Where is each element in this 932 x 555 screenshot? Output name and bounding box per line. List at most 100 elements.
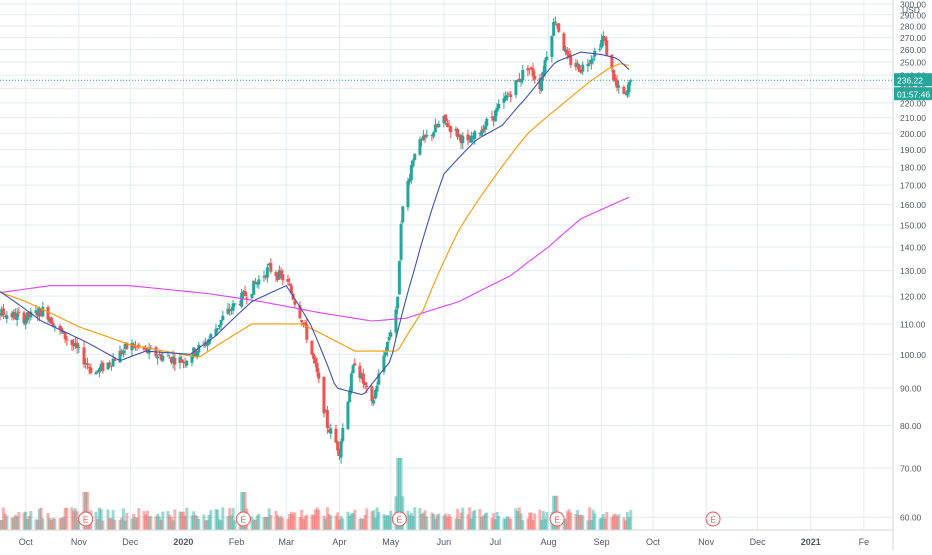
candle-body	[461, 135, 465, 144]
candle-body	[421, 135, 425, 141]
candle-body	[135, 346, 139, 348]
volume-bar	[207, 514, 211, 530]
volume-bar	[233, 520, 237, 530]
candle-body	[601, 36, 605, 41]
candle-body	[120, 350, 124, 355]
candle-body	[156, 356, 160, 359]
candle-body	[406, 180, 410, 208]
volume-bar	[60, 517, 64, 530]
volume-bar	[274, 510, 278, 530]
volume-bar	[169, 517, 173, 530]
candle-body	[202, 342, 206, 344]
candle-body	[281, 274, 285, 281]
candle-body	[564, 49, 568, 52]
y-tick-label: 220.00	[900, 98, 926, 108]
candle-body	[504, 95, 508, 101]
volume-bar	[418, 508, 422, 530]
volume-bar	[193, 514, 197, 530]
volume-bar	[565, 511, 569, 530]
x-tick-label: Nov	[71, 537, 88, 547]
volume-bar	[49, 519, 53, 530]
candle-body	[519, 79, 523, 83]
candle-body	[372, 400, 376, 404]
volume-bar	[142, 511, 146, 530]
candle-body	[301, 322, 305, 324]
candle-body	[375, 385, 379, 392]
volume-bar	[75, 511, 79, 530]
volume-bar	[106, 509, 110, 530]
candle-body	[229, 309, 233, 311]
volume-bar	[521, 520, 525, 530]
candle-body	[250, 293, 254, 299]
volume-bar	[384, 515, 388, 530]
volume-bar	[504, 518, 508, 530]
volume-bar	[269, 514, 273, 530]
volume-bar	[377, 511, 381, 530]
y-tick-label: 90.00	[900, 383, 922, 393]
volume-bar	[277, 517, 281, 530]
candle-body	[540, 77, 544, 91]
candle-body	[144, 348, 148, 350]
volume-bar	[327, 513, 331, 530]
moving-averages	[0, 51, 630, 396]
volume-bar	[406, 510, 410, 530]
volume-bar	[27, 515, 31, 530]
volume-bar	[576, 509, 580, 530]
candle-body	[577, 65, 581, 72]
volume-bar	[185, 507, 189, 530]
volume-bar	[627, 517, 631, 530]
volume-bar	[0, 520, 4, 530]
volume-bar	[130, 518, 134, 530]
candle-body	[629, 80, 633, 82]
volume-bar	[353, 509, 357, 530]
candle-body	[514, 80, 518, 96]
volume-bar	[445, 516, 449, 530]
candle-body	[36, 312, 40, 317]
volume-bar	[545, 512, 549, 530]
candle-body	[483, 126, 487, 130]
volume-bar	[420, 513, 424, 530]
volume-bar	[480, 516, 484, 530]
candle-body	[613, 77, 617, 81]
volume-bar	[341, 518, 345, 530]
candle-body	[336, 441, 340, 451]
volume-bar	[298, 517, 302, 530]
volume-bar	[337, 519, 341, 530]
candle-body	[349, 373, 353, 392]
volume-bar	[600, 517, 604, 530]
candle-body	[257, 279, 261, 285]
x-tick-label: Sep	[594, 537, 610, 547]
candle-body	[197, 344, 201, 353]
y-tick-label: 270.00	[900, 33, 926, 43]
candle-body	[313, 358, 317, 364]
candle-body	[361, 373, 365, 384]
volume-bar	[281, 517, 285, 530]
candle-body	[75, 342, 79, 349]
candle-body	[495, 107, 499, 112]
candle-body	[322, 376, 326, 414]
candle-body	[108, 362, 112, 365]
candle-body	[502, 98, 506, 103]
candle-body	[3, 316, 7, 318]
candle-body	[265, 267, 269, 278]
candle-body	[432, 132, 436, 137]
candle-body	[531, 68, 535, 77]
volume-bar	[617, 514, 621, 530]
volume-bar	[301, 518, 305, 530]
candle-body	[168, 357, 172, 359]
volume-bar	[63, 508, 67, 530]
volume-bar	[250, 516, 254, 530]
volume-bar	[507, 517, 511, 530]
volume-bar	[231, 508, 235, 530]
candle-body	[193, 349, 197, 356]
volume-bar	[94, 511, 98, 530]
candle-body	[63, 332, 67, 340]
volume-bar	[5, 515, 9, 530]
candle-body	[346, 401, 350, 429]
candle-body	[29, 311, 33, 318]
volume-bar	[325, 507, 329, 530]
y-tick-label: 160.00	[900, 200, 926, 210]
candle-body	[245, 297, 249, 299]
candle-body	[456, 129, 460, 138]
